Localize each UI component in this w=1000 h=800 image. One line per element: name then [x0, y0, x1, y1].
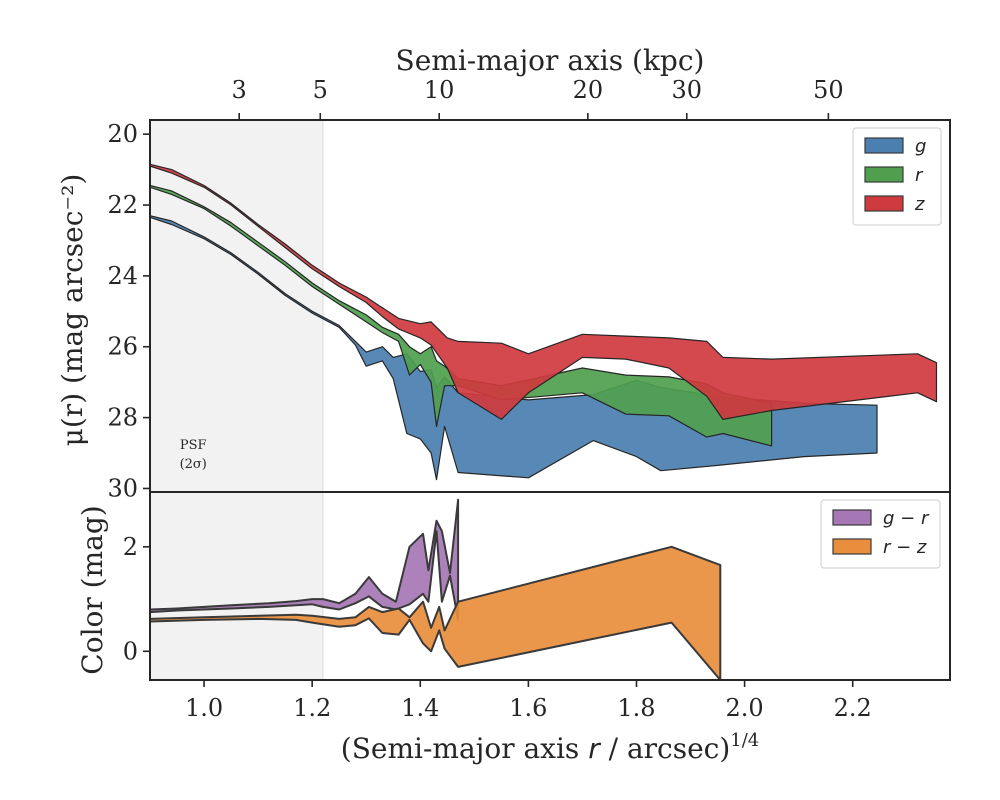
ytick-label-top: 28: [107, 404, 138, 432]
band-r-z: [150, 545, 722, 680]
psf-label: PSF: [180, 438, 207, 453]
ytick-label-top: 24: [107, 262, 138, 290]
legend-label-r: r: [915, 165, 924, 186]
bottom-y-axis-title: Color (mag): [76, 505, 109, 674]
legend-swatch-r-z: [832, 538, 872, 555]
psf-region: [150, 120, 323, 680]
legend-label-r-z: r − z: [883, 537, 927, 558]
legend-label-g-r: g − r: [883, 508, 930, 529]
xtick-label: 1.0: [185, 694, 223, 722]
band-r: [150, 184, 773, 447]
ytick-label-top: 26: [107, 333, 138, 361]
top-y-axis-title: μ(r) (mag arcsec⁻²): [56, 174, 89, 447]
bottom-panel-frame: [149, 491, 951, 681]
legend-swatch-r: [864, 166, 904, 183]
kpc-tick-label: 50: [813, 76, 844, 104]
xtick-label: 2.0: [726, 694, 764, 722]
ytick-label-bottom: 2: [123, 533, 138, 561]
legend-label-g: g: [915, 136, 926, 157]
ytick-label-bottom: 0: [123, 637, 138, 665]
kpc-tick-label: 30: [671, 76, 702, 104]
xtick-label: 1.2: [293, 694, 331, 722]
legend-label-z: z: [914, 194, 925, 215]
kpc-tick-label: 5: [313, 76, 328, 104]
top-axis-title: Semi-major axis (kpc): [396, 44, 705, 77]
kpc-tick-label: 20: [573, 76, 604, 104]
legend-swatch-z: [864, 195, 904, 212]
xtick-label: 2.2: [834, 694, 872, 722]
xtick-label: 1.4: [401, 694, 439, 722]
ytick-label-top: 30: [107, 474, 138, 502]
legend-swatch-g-r: [832, 509, 872, 526]
legend-swatch-g: [864, 137, 904, 154]
ytick-label-top: 22: [107, 191, 138, 219]
ytick-label-top: 20: [107, 120, 138, 148]
band-z: [150, 163, 938, 420]
xtick-label: 1.6: [509, 694, 547, 722]
x-axis-title: (Semi-major axis r / arcsec)1/4: [341, 730, 759, 765]
xtick-label: 1.8: [617, 694, 655, 722]
kpc-tick-label: 3: [232, 76, 247, 104]
kpc-tick-label: 10: [424, 76, 455, 104]
psf-label-sigma: (2σ): [180, 457, 207, 472]
